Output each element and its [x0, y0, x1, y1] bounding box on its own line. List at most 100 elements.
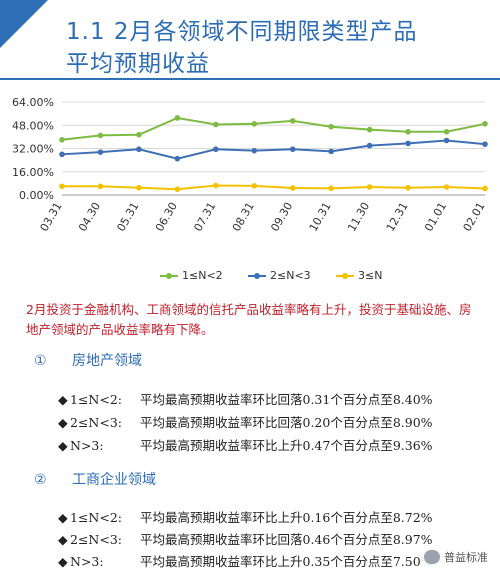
section-heading-real-estate: ① 房地产领域	[34, 350, 142, 370]
term-label: 1≤N<2:	[70, 510, 123, 525]
item-text: 平均最高预期收益率环比回落0.20个百分点至8.90%	[140, 415, 433, 430]
legend-item-series-2: 2≤N<3	[248, 269, 311, 282]
data-point	[443, 184, 450, 190]
legend-item-series-3: 3≤N	[336, 269, 382, 282]
data-point	[213, 121, 219, 128]
data-point	[328, 148, 334, 155]
list-item: ◆ 1≤N<2: 平均最高预期收益率环比回落0.31个百分点至8.40%	[58, 389, 433, 408]
item-text: 平均最高预期收益率环比回落0.46个百分点至8.97%	[140, 532, 433, 547]
x-tick-label: 12.31	[384, 200, 411, 234]
data-point	[97, 183, 104, 190]
data-point	[136, 146, 142, 153]
data-point	[366, 184, 373, 190]
list-item: ◆ 2≤N<3: 平均最高预期收益率环比回落0.20个百分点至8.90%	[58, 412, 433, 431]
data-point	[482, 120, 488, 127]
diamond-bullet-icon: ◆	[58, 510, 68, 525]
watermark-text: 普益标准	[444, 551, 488, 564]
list-item: ◆ N>3: 平均最高预期收益率环比上升0.35个百分点至7.50%	[58, 551, 433, 570]
data-point	[136, 184, 142, 191]
item-text: 平均最高预期收益率环比回落0.31个百分点至8.40%	[140, 392, 433, 407]
item-text: 平均最高预期收益率环比上升0.47个百分点至9.36%	[140, 438, 433, 453]
data-point	[59, 183, 65, 190]
page-title-line1: 1.1 2月各领域不同期限类型产品	[66, 19, 418, 45]
item-text: 平均最高预期收益率环比上升0.35个百分点至7.50%	[140, 554, 433, 569]
y-tick-label: 16.00%	[12, 166, 54, 179]
item-text: 平均最高预期收益率环比上升0.16个百分点至8.72%	[140, 510, 433, 525]
data-point	[174, 186, 181, 192]
data-point	[405, 128, 411, 135]
page-title-line2: 平均预期收益	[66, 51, 210, 77]
y-tick-label: 64.00%	[12, 96, 54, 109]
series-line-3	[62, 184, 486, 191]
header-corner-decoration	[0, 0, 48, 48]
line-chart: 0.00% 16.00% 32.00% 48.00% 64.00% 03.31 04.30 0…	[12, 96, 488, 234]
data-point	[366, 142, 373, 149]
section-heading-industrial: ② 工商企业领域	[34, 469, 156, 489]
data-point	[328, 185, 334, 192]
data-point	[443, 128, 450, 135]
x-tick-label: 02.01	[461, 200, 488, 234]
data-point	[213, 182, 219, 189]
data-point	[251, 120, 258, 127]
legend-item-series-1: 1≤N<2	[160, 269, 223, 282]
data-point	[174, 115, 181, 121]
diamond-bullet-icon: ◆	[58, 554, 68, 569]
series-line-2	[61, 139, 486, 160]
list-item: ◆ N>3: 平均最高预期收益率环比上升0.47个百分点至9.36%	[58, 435, 433, 454]
list-item: ◆ 2≤N<3: 平均最高预期收益率环比回落0.46个百分点至8.97%	[58, 529, 433, 548]
term-label: 2≤N<3:	[70, 415, 123, 430]
x-tick-label: 04.30	[76, 200, 103, 234]
data-point	[366, 126, 373, 133]
data-point	[174, 155, 181, 162]
data-point	[59, 136, 65, 143]
legend-label-series-2: 2≤N<3	[270, 269, 311, 282]
legend-label-series-1: 1≤N<2	[182, 269, 223, 282]
legend-swatch-series-3	[336, 271, 354, 281]
y-tick-label: 48.00%	[12, 119, 54, 132]
x-tick-label: 11.30	[345, 200, 372, 234]
data-point	[97, 149, 104, 155]
wechat-icon	[424, 550, 440, 564]
data-point	[97, 132, 104, 139]
y-tick-label: 32.00%	[12, 143, 54, 156]
term-label: 1≤N<2:	[70, 392, 123, 407]
data-point	[213, 146, 219, 153]
x-tick-label: 08.31	[230, 200, 257, 234]
watermark: 普益标准	[420, 547, 492, 567]
y-tick-label: 0.00%	[19, 189, 54, 202]
list-item: ◆ 1≤N<2: 平均最高预期收益率环比上升0.16个百分点至8.72%	[58, 507, 433, 526]
data-point	[136, 131, 142, 138]
data-point	[289, 185, 296, 191]
section-title: 工商企业领域	[72, 472, 156, 488]
title-divider	[0, 78, 500, 80]
data-point	[405, 184, 411, 191]
data-point	[443, 137, 450, 144]
data-point	[405, 140, 411, 147]
legend-swatch-series-2	[248, 271, 266, 281]
data-point	[59, 151, 65, 158]
diamond-bullet-icon: ◆	[58, 438, 68, 453]
data-point	[251, 147, 258, 154]
data-point	[328, 123, 334, 130]
x-tick-label: 05.31	[114, 200, 141, 234]
diamond-bullet-icon: ◆	[58, 532, 68, 547]
data-point	[482, 141, 488, 147]
legend-swatch-series-1	[160, 271, 178, 281]
term-label: N>3:	[70, 438, 104, 453]
section-number: ①	[34, 353, 47, 369]
section-number: ②	[34, 472, 47, 488]
x-tick-label: 03.31	[38, 200, 65, 234]
data-point	[289, 146, 296, 153]
section-title: 房地产领域	[72, 353, 142, 369]
term-label: N>3:	[70, 554, 104, 569]
legend-label-series-3: 3≤N	[358, 269, 383, 282]
series-line-1	[61, 116, 486, 141]
term-label: 2≤N<3:	[70, 532, 123, 547]
data-point	[289, 118, 296, 124]
data-point	[251, 183, 258, 189]
x-tick-label: 07.31	[191, 200, 218, 234]
x-tick-label: 06.30	[153, 200, 180, 234]
diamond-bullet-icon: ◆	[58, 392, 68, 407]
diamond-bullet-icon: ◆	[58, 415, 68, 430]
x-tick-label: 09.30	[268, 200, 295, 234]
